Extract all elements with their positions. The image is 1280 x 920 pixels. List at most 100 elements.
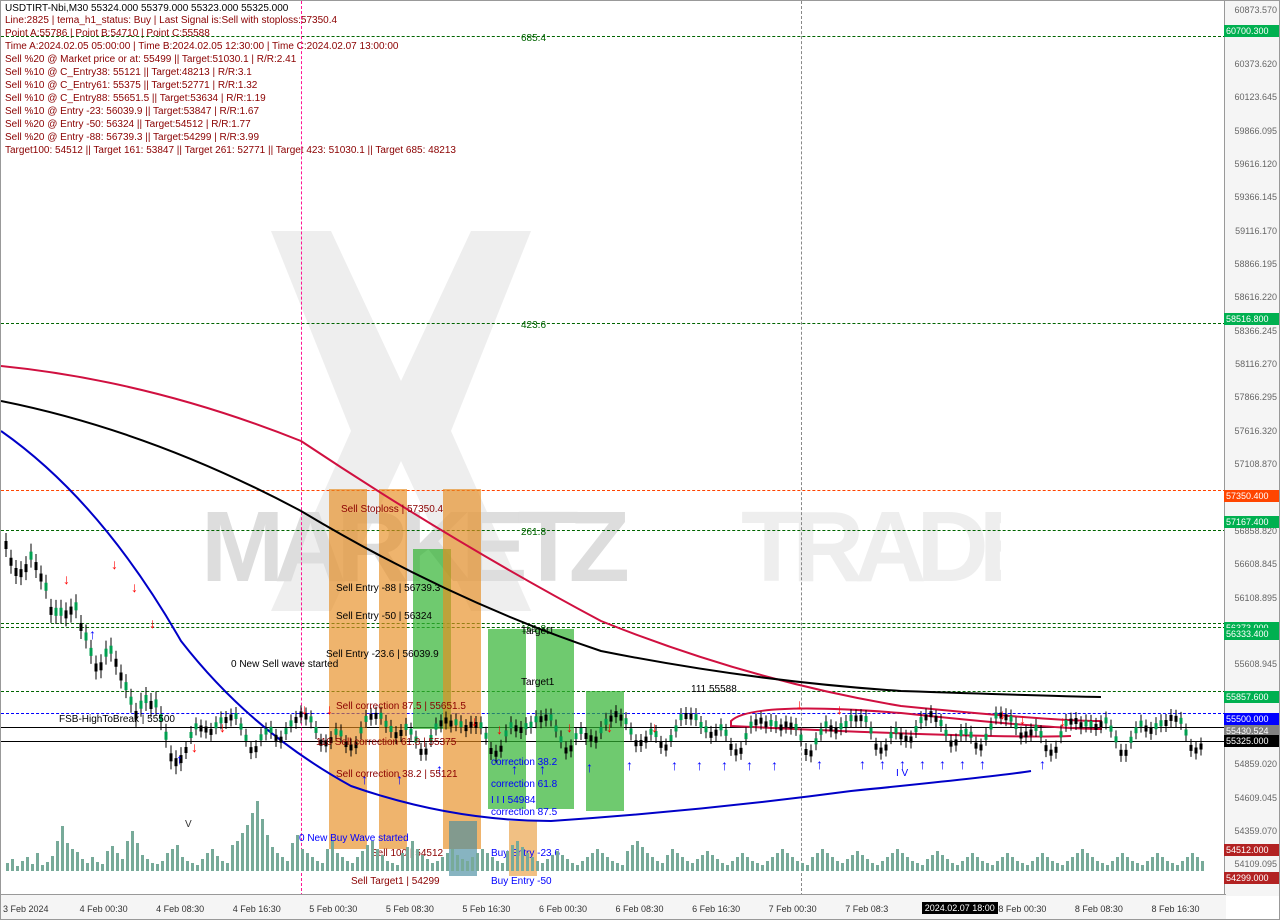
volume-bar xyxy=(721,863,724,871)
arrow-up-icon: ↑ xyxy=(939,756,946,772)
chart-annotation: Sell correction 38.2 | 55121 xyxy=(336,769,458,780)
arrow-down-icon: ↓ xyxy=(111,556,118,572)
volume-bar xyxy=(626,851,629,871)
price-tag: 54299.000 xyxy=(1224,872,1279,884)
volume-bar xyxy=(421,855,424,871)
volume-bar xyxy=(751,861,754,871)
arrow-up-icon: ↑ xyxy=(959,756,966,772)
volume-bar xyxy=(796,861,799,871)
volume-bar xyxy=(1136,863,1139,871)
volume-bar xyxy=(406,847,409,871)
volume-bar xyxy=(411,841,414,871)
volume-bar xyxy=(1166,861,1169,871)
volume-bar xyxy=(1101,863,1104,871)
volume-bar xyxy=(1066,861,1069,871)
volume-bar xyxy=(1141,865,1144,871)
volume-bar xyxy=(456,855,459,871)
volume-bar xyxy=(541,863,544,871)
volume-bar xyxy=(351,863,354,871)
chart-annotation: Sell Entry -88 | 56739.3 xyxy=(336,583,440,594)
x-axis-label: 4 Feb 00:30 xyxy=(80,904,128,914)
volume-bar xyxy=(1201,861,1204,871)
volume-bar xyxy=(806,865,809,871)
volume-bar xyxy=(246,825,249,871)
volume-bar xyxy=(716,859,719,871)
volume-bar xyxy=(116,853,119,871)
price-tag: 54512.000 xyxy=(1224,844,1279,856)
chart-annotation: Sell Entry -50 | 56324 xyxy=(336,611,432,622)
volume-bar xyxy=(76,852,79,871)
volume-bar xyxy=(746,857,749,871)
volume-bar xyxy=(296,835,299,871)
volume-bar xyxy=(466,861,469,871)
volume-bar xyxy=(1191,853,1194,871)
arrow-up-icon: ↑ xyxy=(626,757,633,773)
chart-annotation: 0 New Sell wave started xyxy=(231,659,338,670)
volume-bar xyxy=(1176,865,1179,871)
volume-bar xyxy=(861,855,864,871)
volume-bar xyxy=(821,849,824,871)
volume-bar xyxy=(956,865,959,871)
volume-bar xyxy=(906,857,909,871)
chart-annotation: Sell Target1 | 54299 xyxy=(351,876,440,887)
chart-annotation: Sell Stoploss | 57350.4 xyxy=(341,504,443,515)
volume-bar xyxy=(701,855,704,871)
volume-bar xyxy=(446,853,449,871)
volume-bar xyxy=(6,863,9,871)
y-axis-label: 57616.320 xyxy=(1234,426,1277,436)
volume-bar xyxy=(561,855,564,871)
arrow-down-icon: ↓ xyxy=(566,719,573,735)
volume-bar xyxy=(121,859,124,871)
volume-bar xyxy=(996,861,999,871)
price-tag: 55500.000 xyxy=(1224,713,1279,725)
volume-bar xyxy=(171,849,174,871)
chart-annotation: Target1 xyxy=(521,626,554,637)
volume-bar xyxy=(841,863,844,871)
volume-bar xyxy=(771,857,774,871)
volume-bar xyxy=(236,841,239,871)
volume-bar xyxy=(341,857,344,871)
volume-bar xyxy=(71,849,74,871)
volume-bar xyxy=(736,857,739,871)
price-tag: 56333.400 xyxy=(1224,628,1279,640)
arrow-up-icon: ↑ xyxy=(586,759,593,775)
volume-bar xyxy=(886,857,889,871)
chart-annotation: Target1 xyxy=(521,677,554,688)
x-axis-label: 7 Feb 00:30 xyxy=(769,904,817,914)
volume-bar xyxy=(391,863,394,871)
volume-bar xyxy=(1021,863,1024,871)
y-axis-label: 59366.145 xyxy=(1234,192,1277,202)
volume-bar xyxy=(281,857,284,871)
volume-bar xyxy=(51,856,54,871)
chart-annotation: 111 55588 xyxy=(691,684,737,695)
volume-bar xyxy=(661,863,664,871)
volume-bar xyxy=(876,865,879,871)
volume-bar xyxy=(211,849,214,871)
volume-bar xyxy=(91,857,94,871)
volume-bar xyxy=(1126,857,1129,871)
y-axis-label: 60123.645 xyxy=(1234,92,1277,102)
volume-bar xyxy=(656,861,659,871)
volume-bar xyxy=(516,841,519,871)
volume-bar xyxy=(396,865,399,871)
volume-bar xyxy=(961,861,964,871)
volume-bar xyxy=(866,859,869,871)
chart-annotation: 110 Sell correction 61.8 | 55375 xyxy=(316,737,456,748)
volume-bar xyxy=(521,847,524,871)
volume-bar xyxy=(766,861,769,871)
chart-annotation: Sell correction 87.5 | 55651.5 xyxy=(336,701,466,712)
volume-bar xyxy=(571,863,574,871)
volume-bar xyxy=(646,853,649,871)
volume-bar xyxy=(731,861,734,871)
arrow-up-icon: ↑ xyxy=(771,757,778,773)
volume-bar xyxy=(671,849,674,871)
arrow-up-icon: ↑ xyxy=(816,756,823,772)
volume-bar xyxy=(846,859,849,871)
chart-annotation: Buy Entry -50 xyxy=(491,876,552,887)
y-axis-label: 60873.570 xyxy=(1234,5,1277,15)
volume-bar xyxy=(926,859,929,871)
price-tag: 55857.600 xyxy=(1224,691,1279,703)
volume-bar xyxy=(206,853,209,871)
chart-area[interactable]: MARKETZ TRADE USDTIRT-Nbi,M30 55324.000 … xyxy=(1,1,1226,896)
volume-bar xyxy=(666,855,669,871)
